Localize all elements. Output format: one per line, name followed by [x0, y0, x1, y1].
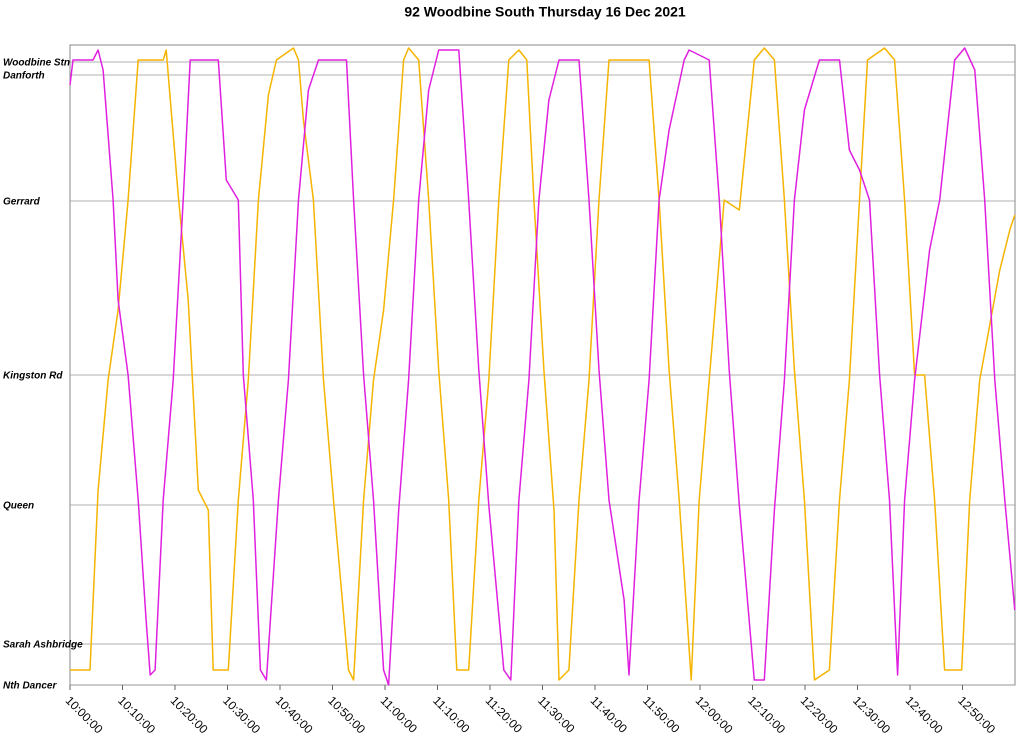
trip-line — [69, 47, 1016, 686]
y-tick-label: Nth Dancer — [3, 681, 57, 692]
trip-line — [70, 47, 1016, 681]
plot-frame — [69, 44, 1016, 686]
x-tick-label: 10:30:00 — [220, 693, 263, 736]
y-tick-label: Queen — [3, 501, 34, 512]
x-tick-label: 10:10:00 — [115, 693, 158, 736]
x-tick-label: 11:30:00 — [535, 693, 578, 736]
x-tick-label: 10:40:00 — [273, 693, 316, 736]
x-tick-label: 12:10:00 — [745, 693, 788, 736]
x-tick-label: 11:40:00 — [588, 693, 631, 736]
x-tick-label: 10:50:00 — [325, 693, 368, 736]
x-tick-label: 12:50:00 — [955, 693, 998, 736]
y-tick-label: Danforth — [3, 71, 45, 82]
x-tick-label: 12:20:00 — [798, 693, 841, 736]
y-tick-label: Kingston Rd — [3, 371, 63, 382]
x-tick-label: 11:00:00 — [378, 693, 421, 736]
x-tick-label: 10:20:00 — [168, 693, 211, 736]
x-tick-label: 12:00:00 — [693, 693, 736, 736]
x-tick-label: 12:30:00 — [850, 693, 893, 736]
y-tick-label: Gerrard — [3, 197, 41, 208]
y-tick-label: Woodbine Stn — [3, 58, 70, 69]
x-tick-label: 11:50:00 — [640, 693, 683, 736]
x-tick-label: 11:10:00 — [430, 693, 473, 736]
x-tick-label: 12:40:00 — [903, 693, 946, 736]
chart-title: 92 Woodbine South Thursday 16 Dec 2021 — [404, 4, 686, 20]
y-tick-label: Sarah Ashbridge — [3, 640, 83, 651]
x-tick-label: 11:20:00 — [483, 693, 526, 736]
x-tick-label: 10:00:00 — [63, 693, 106, 736]
